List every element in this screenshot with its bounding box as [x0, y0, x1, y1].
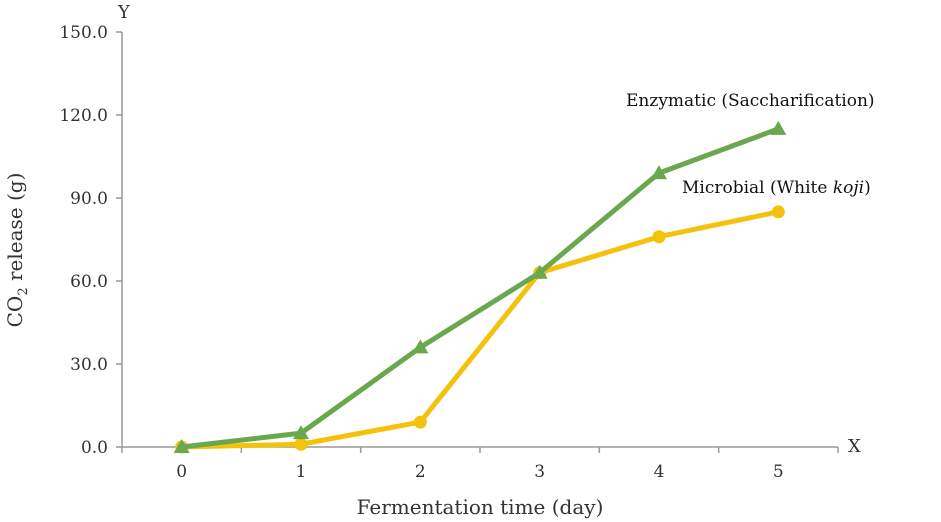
series-label-microbial: Microbial (White koji)	[682, 178, 871, 198]
series-label-microbial-main: Microbial (White	[682, 178, 833, 198]
y-axis-title-subscript: 2	[16, 287, 31, 295]
y-axis-title: CO2 release (g)	[3, 173, 31, 328]
series-layer	[173, 120, 787, 454]
x-tick-label: 3	[534, 462, 545, 482]
data-point	[173, 439, 190, 453]
series-line	[181, 209, 779, 450]
y-tick-label: 60.0	[70, 272, 108, 292]
y-tick-label: 90.0	[70, 189, 108, 209]
x-axis-title: Fermentation time (day)	[357, 495, 604, 519]
y-tick-label: 150.0	[59, 23, 108, 43]
data-point	[652, 230, 666, 244]
series-microbial	[175, 205, 785, 454]
data-point	[413, 415, 427, 429]
series-enzymatic	[173, 120, 787, 453]
data-point	[293, 425, 309, 440]
y-tick-label: 0.0	[81, 438, 108, 458]
series-label-microbial-suffix: )	[864, 178, 871, 198]
data-point	[531, 264, 548, 279]
data-point	[294, 437, 308, 451]
y-axis-title-main: CO	[3, 296, 27, 328]
series-label-enzymatic: Enzymatic (Saccharification)	[626, 91, 875, 111]
labels: Y X Fermentation time (day) CO2 release …	[3, 2, 875, 519]
x-tick-label: 2	[415, 462, 426, 482]
x-tick-label: 4	[654, 462, 665, 482]
series-line	[181, 126, 780, 450]
x-tick-label: 5	[773, 462, 784, 482]
y-axis-letter: Y	[117, 2, 131, 23]
y-tick-label: 120.0	[59, 106, 108, 126]
data-point	[771, 205, 785, 219]
series-label-microbial-italic: koji	[833, 178, 864, 198]
y-axis-title-rest: release (g)	[3, 173, 27, 288]
x-tick-label: 1	[296, 462, 307, 482]
x-axis-letter: X	[848, 436, 861, 457]
data-point	[412, 339, 429, 354]
data-point	[651, 165, 667, 180]
y-tick-label: 30.0	[70, 355, 108, 375]
x-tick-label: 0	[176, 462, 187, 482]
data-point	[770, 120, 787, 135]
